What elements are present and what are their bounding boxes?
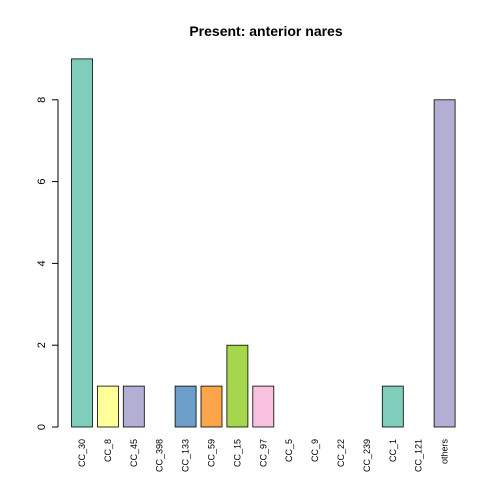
bar-cc-15 — [226, 344, 249, 428]
x-tick-label: CC_59 — [207, 439, 217, 467]
x-tick-label: CC_9 — [310, 439, 320, 462]
bar-cc-8 — [97, 385, 119, 428]
x-tick-label: CC_8 — [103, 439, 113, 462]
x-tick-label: CC_97 — [258, 439, 268, 467]
y-tick-label: 4 — [36, 260, 48, 266]
x-tick-label: CC_133 — [181, 439, 191, 472]
bar-cc-133 — [174, 385, 197, 428]
x-tick-label: CC_398 — [155, 439, 165, 472]
x-tick-label: CC_1 — [388, 439, 398, 462]
bar-cc-45 — [122, 385, 145, 428]
bar-cc-1 — [381, 385, 404, 428]
y-tick-label: 6 — [36, 179, 48, 185]
bar-cc-30 — [71, 58, 93, 428]
bar-others — [433, 99, 456, 428]
bar-cc-59 — [200, 385, 223, 428]
x-tick-label: CC_45 — [129, 439, 139, 467]
bar-cc-97 — [252, 385, 275, 428]
x-tick-labels: CC_30 CC_8 CC_45 CC_398 CC_133 CC_59 CC_15 CC_9… — [77, 439, 450, 473]
y-tick-label: 8 — [36, 97, 48, 103]
y-tick-label: 2 — [36, 342, 48, 348]
bars-group — [71, 58, 456, 428]
x-tick-label: CC_239 — [362, 439, 372, 472]
y-axis: 0 2 4 6 8 — [36, 97, 59, 430]
x-tick-label: CC_5 — [284, 439, 294, 462]
chart-title: Present: anterior nares — [189, 23, 342, 39]
y-tick-label: 0 — [36, 424, 48, 430]
x-tick-label: others — [440, 439, 450, 465]
x-tick-label: CC_121 — [414, 439, 424, 472]
x-tick-label: CC_30 — [77, 439, 87, 467]
x-tick-label: CC_15 — [232, 439, 242, 467]
x-tick-label: CC_22 — [336, 439, 346, 467]
